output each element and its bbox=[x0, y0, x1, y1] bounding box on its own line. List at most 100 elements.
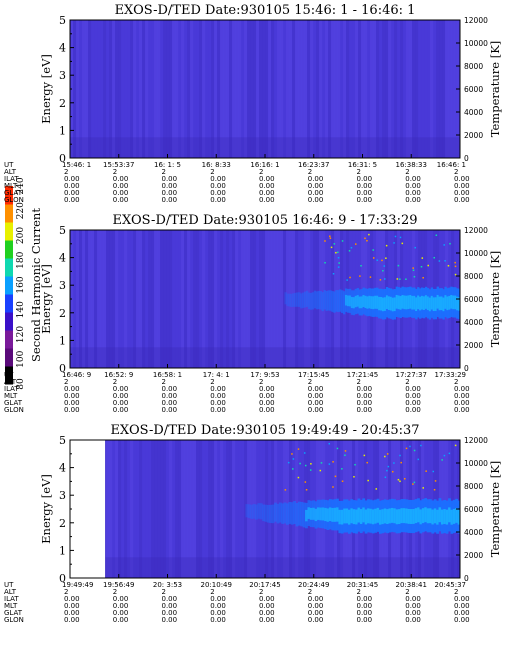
table-cell: 2 bbox=[454, 168, 458, 176]
spectrogram-column bbox=[250, 20, 254, 158]
spectrogram-column bbox=[73, 20, 77, 158]
spectrogram-column bbox=[154, 440, 158, 578]
band-core bbox=[440, 296, 443, 311]
table-cell: 0.00 bbox=[357, 182, 373, 190]
spectrogram-column bbox=[103, 20, 107, 158]
band-core bbox=[393, 508, 397, 524]
spectrogram-column bbox=[178, 440, 182, 578]
colorbar-swatch bbox=[5, 312, 13, 331]
sparse-point bbox=[396, 278, 399, 280]
table-cell: 0.00 bbox=[454, 196, 470, 204]
band-core bbox=[388, 508, 392, 524]
table-cell: 2 bbox=[113, 168, 117, 176]
band-core bbox=[445, 509, 449, 525]
table-cell: 0.00 bbox=[308, 175, 324, 183]
spectrogram-column bbox=[391, 20, 395, 158]
spectrogram-column bbox=[169, 20, 173, 158]
spectrogram-column bbox=[205, 20, 209, 158]
sparse-point bbox=[401, 242, 404, 245]
spectrogram-column bbox=[124, 230, 128, 368]
table-cell: 0.00 bbox=[162, 182, 178, 190]
band-core bbox=[372, 296, 375, 310]
band-core bbox=[448, 507, 451, 523]
table-cell: 2 bbox=[405, 588, 409, 596]
colorbar: 80 100 120 140 160 180 200 220 240 Second Harmoni… bbox=[5, 177, 43, 390]
spectrogram-column bbox=[169, 230, 173, 368]
x-tick-label: 20:10:49 bbox=[201, 581, 232, 589]
band-core bbox=[314, 508, 318, 522]
x-tick-label: 15:46: 1 bbox=[62, 161, 91, 169]
spectrogram-column bbox=[241, 230, 245, 368]
spectrogram-column bbox=[166, 20, 170, 158]
sparse-point bbox=[341, 240, 344, 242]
spectrogram-column bbox=[238, 440, 242, 578]
panel-title: EXOS-D/TED Date:930105 19:49:49 - 20:45:… bbox=[110, 423, 419, 438]
panel-title: EXOS-D/TED Date:930105 15:46: 1 - 16:46:… bbox=[115, 3, 416, 18]
y-right-tick-label: 8000 bbox=[464, 482, 483, 491]
band-core bbox=[407, 295, 410, 310]
spectrogram-column bbox=[88, 20, 92, 158]
table-cell: 2 bbox=[210, 168, 214, 176]
y-tick-label: 1 bbox=[59, 334, 66, 347]
spectrogram-column bbox=[454, 20, 458, 158]
spectrogram-column bbox=[79, 230, 83, 368]
spectrogram-column bbox=[109, 230, 113, 368]
x-tick-label: 20:31:45 bbox=[347, 581, 378, 589]
sparse-point bbox=[412, 269, 415, 272]
sparse-point bbox=[368, 233, 370, 236]
table-cell: 2 bbox=[210, 588, 214, 596]
spectrogram-column bbox=[451, 20, 455, 158]
spectrogram-column bbox=[100, 20, 104, 158]
spectrogram-column bbox=[208, 440, 212, 578]
table-cell: 0.00 bbox=[357, 616, 373, 624]
y-right-tick-label: 10000 bbox=[464, 39, 488, 48]
colorbar-tick-label: 100 bbox=[16, 350, 26, 367]
sparse-point bbox=[393, 242, 395, 244]
y-tick-label: 4 bbox=[59, 42, 66, 55]
table-cell: 0.00 bbox=[113, 385, 129, 393]
spectrogram-column bbox=[436, 20, 440, 158]
table-cell: 0.00 bbox=[308, 406, 324, 414]
row-label: ALT bbox=[4, 168, 17, 176]
table-cell: 0.00 bbox=[308, 182, 324, 190]
table-cell: 0.00 bbox=[210, 595, 226, 603]
table-cell: 0.00 bbox=[259, 399, 275, 407]
spectrogram-column bbox=[289, 20, 293, 158]
table-cell: 0.00 bbox=[64, 385, 80, 393]
band-core bbox=[421, 508, 425, 524]
sparse-point bbox=[385, 257, 387, 259]
spectrogram-column bbox=[220, 440, 224, 578]
band-core bbox=[359, 509, 363, 524]
sparse-point bbox=[329, 235, 331, 238]
x-tick-label: 19:56:49 bbox=[103, 581, 134, 589]
band-column bbox=[247, 504, 251, 519]
spectrogram-column bbox=[256, 230, 260, 368]
band-core bbox=[383, 297, 387, 311]
table-cell: 0.00 bbox=[162, 196, 178, 204]
table-cell: 2 bbox=[405, 168, 409, 176]
spectrogram-column bbox=[310, 20, 314, 158]
y-tick-label: 1 bbox=[59, 544, 66, 557]
sparse-point bbox=[409, 445, 411, 448]
spectrogram-column bbox=[256, 440, 260, 578]
band-core bbox=[405, 508, 408, 524]
table-cell: 0.00 bbox=[357, 175, 373, 183]
band-column bbox=[329, 290, 332, 311]
table-cell: 0.00 bbox=[162, 406, 178, 414]
spectrogram-column bbox=[190, 20, 194, 158]
y-right-axis-label: Temperature [K] bbox=[488, 251, 502, 348]
colorbar-swatch bbox=[5, 258, 13, 277]
spectrogram-column bbox=[76, 20, 80, 158]
sparse-point bbox=[292, 468, 294, 470]
x-tick-label: 20:38:41 bbox=[396, 581, 427, 589]
band-column bbox=[250, 504, 254, 519]
spectrogram-column bbox=[253, 440, 257, 578]
table-cell: 0.00 bbox=[162, 602, 178, 610]
spectrogram-column bbox=[280, 20, 284, 158]
table-cell: 2 bbox=[357, 588, 361, 596]
table-cell: 2 bbox=[162, 378, 166, 386]
sparse-point bbox=[299, 462, 301, 465]
y-right-tick-label: 2000 bbox=[464, 551, 483, 560]
spectrogram-column bbox=[94, 230, 98, 368]
sparse-point bbox=[344, 454, 346, 456]
